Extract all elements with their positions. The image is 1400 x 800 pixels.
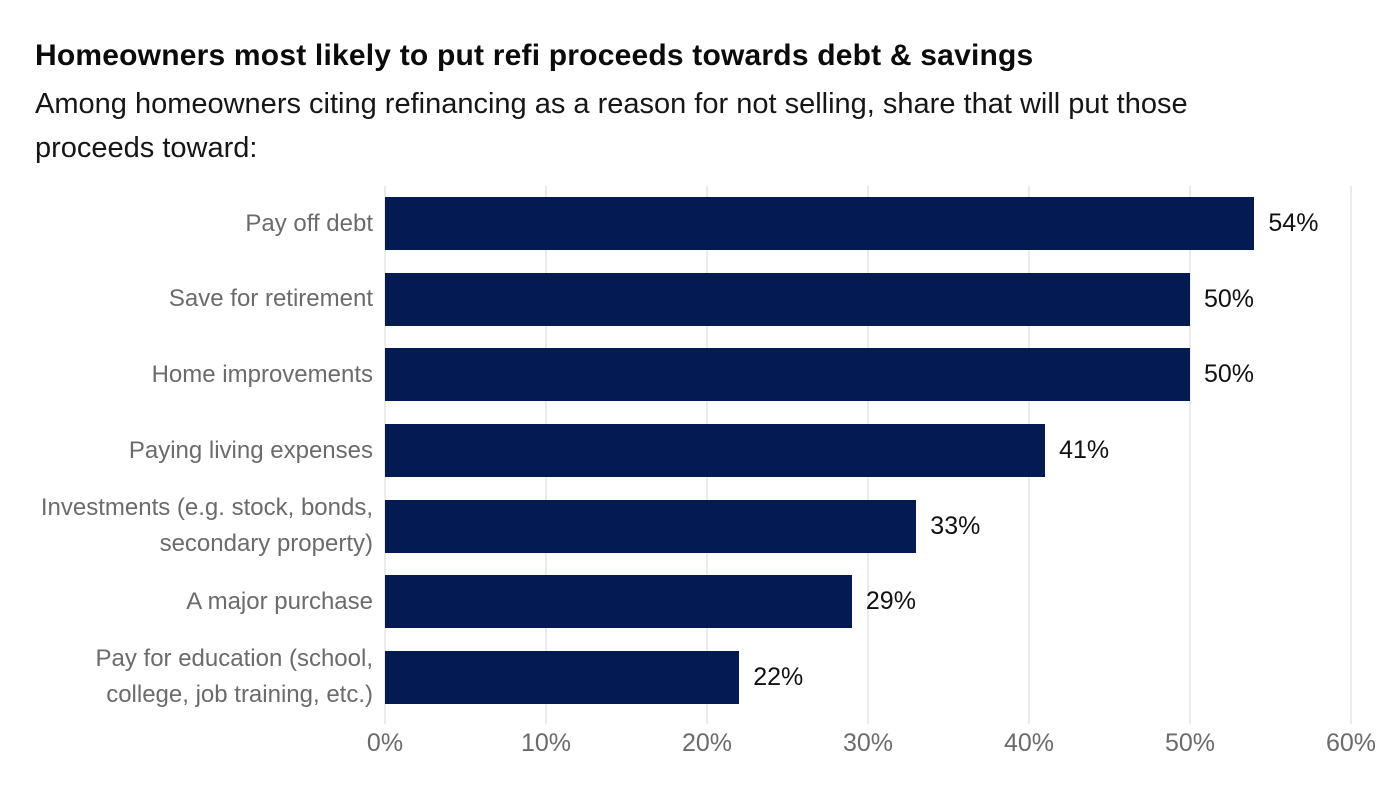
bar (385, 499, 917, 553)
bar-row: Pay for education (school, college, job … (35, 640, 1385, 716)
gridline (1350, 186, 1352, 724)
category-label: Pay for education (school, college, job … (95, 645, 374, 709)
x-tick-label: 10% (520, 729, 572, 758)
bar-row: Home improvements 50% (35, 337, 1385, 413)
bar-row: Investments (e.g. stock, bonds, secondar… (35, 488, 1385, 564)
value-label: 22% (753, 662, 804, 691)
bar-track: 54% (385, 186, 1351, 262)
x-tick-label: 60% (1325, 729, 1377, 758)
value-label: 50% (1204, 284, 1255, 313)
category-label: A major purchase (186, 587, 373, 615)
bar-rows: Pay off debt 54% Save for retirement 50% Hom… (35, 186, 1385, 715)
value-label: 29% (865, 587, 916, 616)
category-label: Investments (e.g. stock, bonds, secondar… (40, 494, 373, 558)
chart-subtitle: Among homeowners citing refinancing as a… (35, 88, 1188, 164)
bar (385, 197, 1255, 251)
bar-chart: Pay off debt 54% Save for retirement 50% Hom… (35, 186, 1385, 777)
bar-track: 33% (385, 488, 1351, 564)
bar-track: 50% (385, 337, 1351, 413)
x-tick-label: 40% (1003, 729, 1055, 758)
chart-page: Homeowners most likely to put refi proce… (35, 39, 1385, 777)
value-label: 50% (1204, 360, 1255, 389)
bar-row: Paying living expenses 41% (35, 413, 1385, 489)
category-label: Pay off debt (245, 209, 373, 237)
bar-row: Pay off debt 54% (35, 186, 1385, 262)
value-label: 33% (930, 511, 981, 540)
bar (385, 575, 852, 629)
value-label: 41% (1059, 436, 1110, 465)
value-label: 54% (1268, 209, 1319, 238)
bar (385, 424, 1046, 478)
x-tick-label: 20% (681, 729, 733, 758)
category-label: Home improvements (151, 360, 373, 388)
category-label: Save for retirement (168, 285, 373, 313)
bar-row: A major purchase 29% (35, 564, 1385, 640)
bar-track: 41% (385, 413, 1351, 489)
category-label: Paying living expenses (128, 436, 373, 464)
bar-track: 22% (385, 640, 1351, 716)
x-axis: 0% 10% 20% 30% 40% 50% 60% (367, 729, 1376, 777)
bar-track: 29% (385, 564, 1351, 640)
x-tick-label: 0% (366, 729, 404, 758)
chart-title: Homeowners most likely to put refi proce… (35, 39, 1034, 72)
x-tick-label: 30% (842, 729, 894, 758)
x-tick-label: 50% (1164, 729, 1216, 758)
gridline (1189, 186, 1191, 724)
bar-track: 50% (385, 262, 1351, 338)
bar (385, 348, 1190, 402)
bar (385, 272, 1190, 326)
bar-row: Save for retirement 50% (35, 262, 1385, 338)
bar (385, 650, 740, 704)
